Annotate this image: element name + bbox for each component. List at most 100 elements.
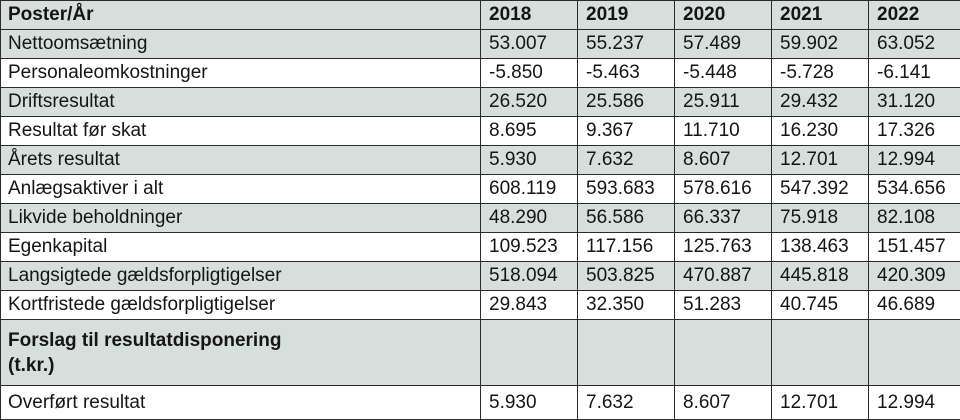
value-cell: 25.911	[675, 88, 772, 117]
value-cell: 46.689	[869, 291, 960, 320]
value-cell: 66.337	[675, 204, 772, 233]
value-cell: 12.994	[869, 386, 960, 420]
value-cell: 125.763	[675, 233, 772, 262]
empty-cell	[481, 320, 578, 356]
value-cell: 56.586	[578, 204, 675, 233]
value-cell: 11.710	[675, 117, 772, 146]
value-cell: 8.607	[675, 146, 772, 175]
value-cell: 608.119	[481, 175, 578, 204]
value-cell: 518.094	[481, 262, 578, 291]
value-cell: 55.237	[578, 30, 675, 59]
value-cell: 51.283	[675, 291, 772, 320]
row-label: Overført resultat	[1, 386, 481, 420]
year-header: 2020	[675, 1, 772, 30]
value-cell: 7.632	[578, 146, 675, 175]
value-cell: 7.632	[578, 386, 675, 420]
value-cell: 29.432	[772, 88, 869, 117]
section-title: Forslag til resultatdisponering	[1, 320, 481, 356]
value-cell: 32.350	[578, 291, 675, 320]
section-title-row: Forslag til resultatdisponering	[1, 320, 960, 356]
value-cell: 578.616	[675, 175, 772, 204]
value-cell: 48.290	[481, 204, 578, 233]
value-cell: 82.108	[869, 204, 960, 233]
value-cell: 26.520	[481, 88, 578, 117]
value-cell: 534.656	[869, 175, 960, 204]
value-cell: 445.818	[772, 262, 869, 291]
row-label: Kortfristede gældsforpligtigelser	[1, 291, 481, 320]
value-cell: 5.930	[481, 386, 578, 420]
header-label: Poster/År	[1, 1, 481, 30]
value-cell: -5.463	[578, 59, 675, 88]
value-cell: 75.918	[772, 204, 869, 233]
value-cell: 8.695	[481, 117, 578, 146]
row-label: Egenkapital	[1, 233, 481, 262]
year-header: 2021	[772, 1, 869, 30]
value-cell: 5.930	[481, 146, 578, 175]
table-row: Personaleomkostninger-5.850-5.463-5.448-…	[1, 59, 960, 88]
value-cell: 53.007	[481, 30, 578, 59]
empty-cell	[869, 320, 960, 356]
value-cell: 8.607	[675, 386, 772, 420]
empty-cell	[481, 355, 578, 386]
value-cell: 138.463	[772, 233, 869, 262]
empty-cell	[772, 320, 869, 356]
year-header: 2022	[869, 1, 960, 30]
row-label: Driftsresultat	[1, 88, 481, 117]
value-cell: 151.457	[869, 233, 960, 262]
section-unit-row: (t.kr.)	[1, 355, 960, 386]
empty-cell	[675, 320, 772, 356]
value-cell: 109.523	[481, 233, 578, 262]
value-cell: 57.489	[675, 30, 772, 59]
row-label: Nettoomsætning	[1, 30, 481, 59]
value-cell: 25.586	[578, 88, 675, 117]
value-cell: 12.994	[869, 146, 960, 175]
value-cell: 40.745	[772, 291, 869, 320]
year-header: 2019	[578, 1, 675, 30]
value-cell: 29.843	[481, 291, 578, 320]
value-cell: 12.701	[772, 386, 869, 420]
row-label: Personaleomkostninger	[1, 59, 481, 88]
value-cell: 593.683	[578, 175, 675, 204]
value-cell: -5.728	[772, 59, 869, 88]
value-cell: 59.902	[772, 30, 869, 59]
empty-cell	[675, 355, 772, 386]
empty-cell	[772, 355, 869, 386]
row-label: Resultat før skat	[1, 117, 481, 146]
row-label: Langsigtede gældsforpligtigelser	[1, 262, 481, 291]
value-cell: 470.887	[675, 262, 772, 291]
section-unit: (t.kr.)	[1, 355, 481, 386]
value-cell: -5.850	[481, 59, 578, 88]
value-cell: 503.825	[578, 262, 675, 291]
empty-cell	[578, 355, 675, 386]
row-label: Anlægsaktiver i alt	[1, 175, 481, 204]
value-cell: 420.309	[869, 262, 960, 291]
value-cell: -5.448	[675, 59, 772, 88]
value-cell: 547.392	[772, 175, 869, 204]
value-cell: 9.367	[578, 117, 675, 146]
value-cell: 31.120	[869, 88, 960, 117]
year-header: 2018	[481, 1, 578, 30]
value-cell: 12.701	[772, 146, 869, 175]
row-label: Årets resultat	[1, 146, 481, 175]
empty-cell	[869, 355, 960, 386]
row-label: Likvide beholdninger	[1, 204, 481, 233]
value-cell: -6.141	[869, 59, 960, 88]
value-cell: 117.156	[578, 233, 675, 262]
value-cell: 16.230	[772, 117, 869, 146]
empty-cell	[578, 320, 675, 356]
value-cell: 17.326	[869, 117, 960, 146]
